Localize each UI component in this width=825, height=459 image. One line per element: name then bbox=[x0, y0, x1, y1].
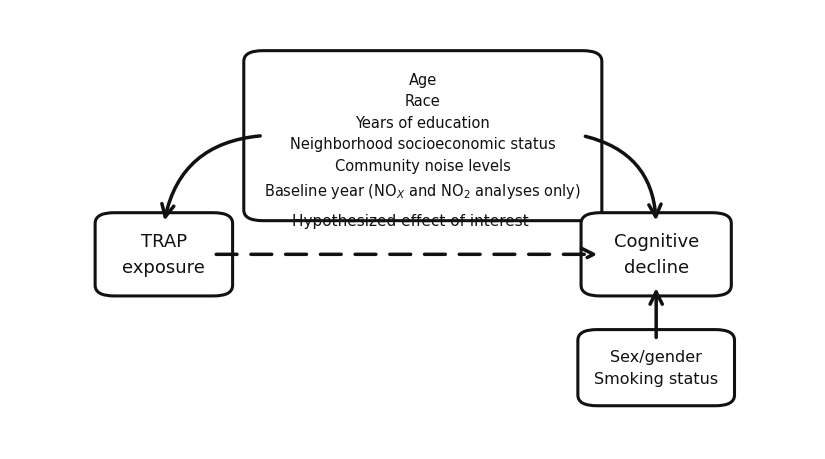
Text: Age
Race
Years of education
Neighborhood socioeconomic status
Community noise le: Age Race Years of education Neighborhood… bbox=[264, 73, 582, 200]
Text: Cognitive
decline: Cognitive decline bbox=[614, 233, 699, 277]
FancyBboxPatch shape bbox=[95, 213, 233, 297]
Text: Hypothesized effect of interest: Hypothesized effect of interest bbox=[292, 213, 528, 228]
Text: TRAP
exposure: TRAP exposure bbox=[122, 233, 205, 277]
FancyBboxPatch shape bbox=[578, 330, 734, 406]
FancyBboxPatch shape bbox=[244, 51, 602, 221]
Text: Sex/gender
Smoking status: Sex/gender Smoking status bbox=[594, 350, 719, 386]
FancyBboxPatch shape bbox=[581, 213, 731, 297]
